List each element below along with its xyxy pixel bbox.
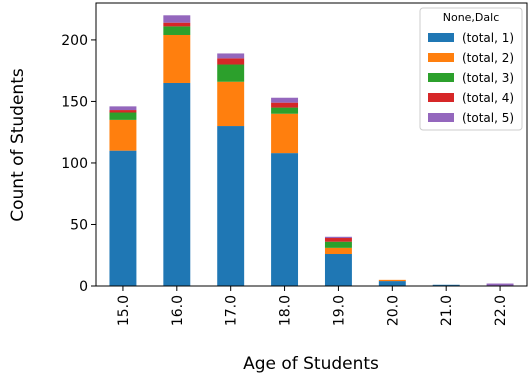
bar-segment-20.0-series-2 (378, 279, 406, 282)
x-axis: 15.0 16.0 17.0 18.0 19.0 20.0 21.0 22.0 (116, 286, 509, 326)
bar-segment-21.0-series-1 (432, 284, 460, 286)
legend-swatch-1 (428, 33, 454, 42)
bar-segment-17.0-series-5 (217, 53, 245, 59)
y-axis: 0 50 100 150 200 (61, 33, 96, 295)
legend-label-5: (total, 5) (462, 111, 514, 125)
bar-segment-15.0-series-5 (109, 106, 137, 111)
bar-segment-16.0-series-2 (163, 34, 191, 83)
bar-segment-17.0-series-4 (217, 58, 245, 65)
bar-segment-19.0-series-2 (324, 247, 352, 255)
bar-segment-18.0-series-1 (271, 153, 299, 286)
legend-label-1: (total, 1) (462, 31, 514, 45)
bar-segment-15.0-series-3 (109, 112, 137, 120)
bar-segment-18.0-series-4 (271, 102, 299, 108)
y-tick-label: 150 (61, 94, 88, 110)
bar-segment-19.0-series-1 (324, 254, 352, 286)
bar-segment-16.0-series-4 (163, 22, 191, 27)
legend-swatch-4 (428, 93, 454, 102)
bars-layer (109, 15, 514, 286)
bar-segment-16.0-series-5 (163, 15, 191, 23)
y-tick-label: 100 (61, 156, 88, 172)
bar-segment-15.0-series-2 (109, 119, 137, 151)
bar-segment-15.0-series-1 (109, 150, 137, 286)
bar-segment-20.0-series-1 (378, 281, 406, 286)
bar-segment-16.0-series-3 (163, 26, 191, 35)
bar-segment-18.0-series-2 (271, 113, 299, 154)
bar-segment-16.0-series-1 (163, 82, 191, 286)
bar-segment-19.0-series-4 (324, 238, 352, 242)
bar-segment-17.0-series-1 (217, 126, 245, 286)
bar-segment-19.0-series-5 (324, 236, 352, 239)
y-tick-label: 200 (61, 33, 88, 49)
x-tick-label: 17.0 (224, 295, 240, 326)
legend-swatch-3 (428, 73, 454, 82)
x-tick-label: 22.0 (493, 295, 509, 326)
x-tick-label: 21.0 (439, 295, 455, 326)
legend-label-3: (total, 3) (462, 71, 514, 85)
x-axis-label: Age of Students (243, 354, 379, 374)
plot-frame (95, 2, 528, 287)
legend-swatch-5 (428, 113, 454, 122)
legend: None,Dalc (total, 1) (total, 2) (total, 3)… (419, 7, 523, 131)
bar-segment-18.0-series-3 (271, 107, 299, 114)
x-tick-label: 18.0 (278, 295, 294, 326)
y-tick-label: 50 (70, 217, 88, 233)
bar-segment-22.0-series-5 (486, 283, 514, 286)
bar-segment-17.0-series-3 (217, 64, 245, 82)
x-tick-label: 16.0 (170, 295, 186, 326)
bar-segment-18.0-series-5 (271, 97, 299, 103)
legend-label-2: (total, 2) (462, 51, 514, 65)
bar-segment-15.0-series-4 (109, 110, 137, 113)
y-axis-label: Count of Students (8, 68, 28, 222)
legend-swatch-2 (428, 53, 454, 62)
bar-segment-19.0-series-3 (324, 241, 352, 248)
bar-segment-17.0-series-2 (217, 81, 245, 127)
legend-title: None,Dalc (443, 11, 500, 24)
x-tick-label: 15.0 (116, 295, 132, 326)
legend-label-4: (total, 4) (462, 91, 514, 105)
x-tick-label: 19.0 (331, 295, 347, 326)
y-tick-label: 0 (79, 279, 88, 295)
x-tick-label: 20.0 (385, 295, 401, 326)
